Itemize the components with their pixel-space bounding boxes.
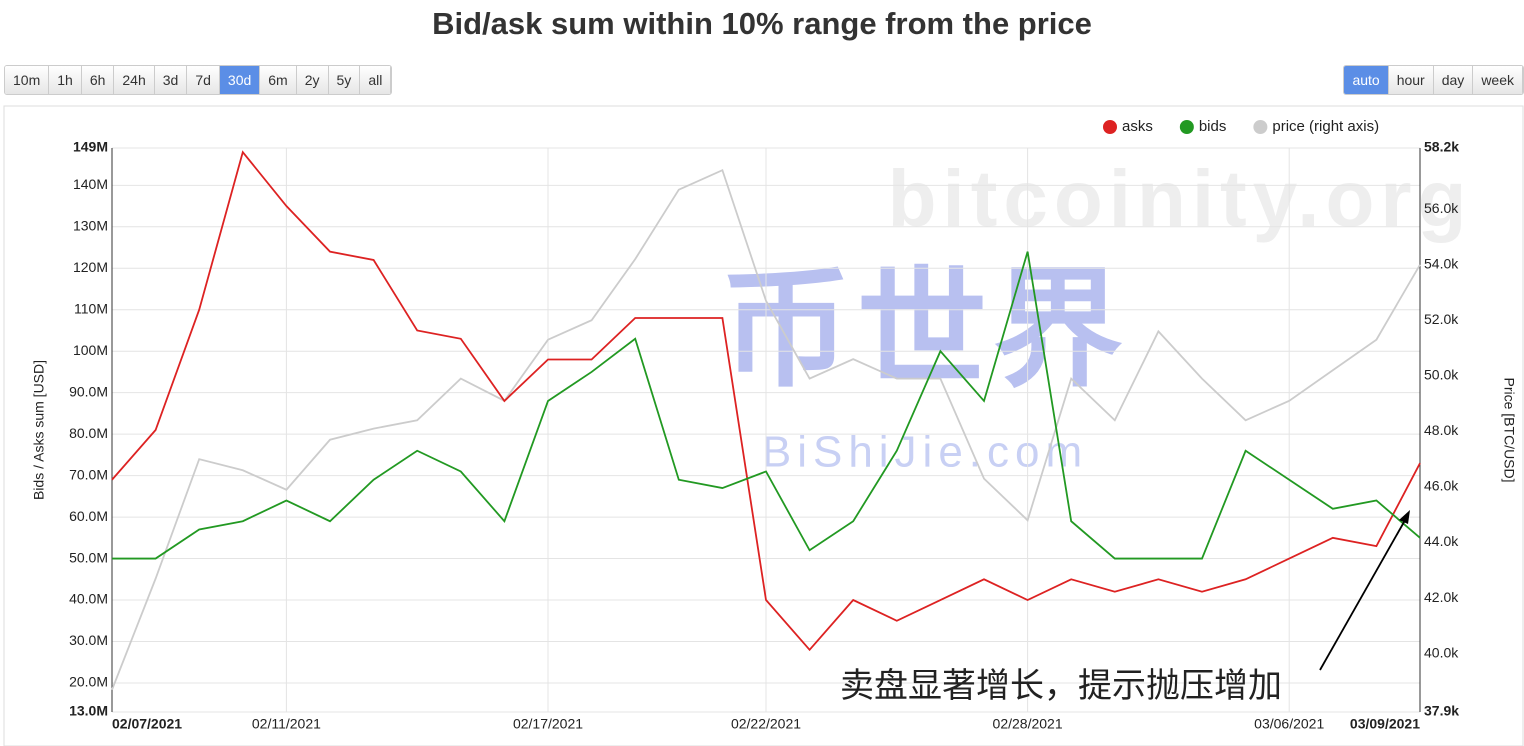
button[interactable]: 30d — [219, 66, 261, 94]
y2-tick-label: 56.0k — [1424, 200, 1459, 216]
y-tick-label: 100M — [73, 342, 108, 358]
x-tick-label: 02/22/2021 — [731, 716, 801, 732]
x-tick-label: 02/17/2021 — [513, 716, 583, 732]
legend-marker — [1253, 120, 1268, 134]
interval-buttons: auto hour day week — [1343, 65, 1524, 95]
y-tick-label: 70.0M — [69, 466, 108, 482]
button[interactable]: auto — [1344, 66, 1389, 94]
legend-label: asks — [1122, 118, 1153, 135]
y-tick-label: 120M — [73, 259, 108, 275]
button[interactable]: 2y — [296, 66, 329, 94]
x-tick-label: 03/09/2021 — [1350, 716, 1420, 732]
legend-label: price (right axis) — [1272, 118, 1379, 135]
button[interactable]: 24h — [114, 66, 155, 94]
y-tick-label: 40.0M — [69, 591, 108, 607]
x-tick-label: 02/28/2021 — [993, 716, 1063, 732]
y2-tick-label: 58.2k — [1424, 139, 1459, 155]
y2-tick-label: 52.0k — [1424, 311, 1459, 327]
button[interactable]: 1h — [49, 66, 82, 94]
button[interactable]: 5y — [328, 66, 361, 94]
x-tick-label: 02/11/2021 — [252, 716, 321, 732]
series-line — [112, 251, 1421, 560]
annotation-arrowhead — [1399, 510, 1410, 524]
button[interactable]: 3d — [154, 66, 188, 94]
y2-axis-label: Price [BTC/USD] — [1501, 377, 1517, 482]
y-tick-label: 90.0M — [69, 383, 108, 399]
series-line — [111, 169, 1421, 691]
y-tick-label: 149M — [73, 139, 108, 155]
x-tick-label: 03/06/2021 — [1254, 716, 1324, 732]
button[interactable]: 6h — [81, 66, 115, 94]
y2-tick-label: 42.0k — [1424, 589, 1459, 605]
button[interactable]: 7d — [187, 66, 220, 94]
annotation: 卖盘显著增长，提示抛压增加 — [840, 666, 1282, 706]
y2-tick-label: 44.0k — [1424, 533, 1459, 549]
button[interactable]: all — [360, 66, 392, 94]
chart-frame — [3, 105, 1524, 746]
x-tick-label: 02/07/2021 — [112, 716, 182, 732]
range-buttons: 10m 1h 6h 24h 3d 7d 30d 6m 2y 5y all — [4, 65, 393, 95]
watermark: bitcoinity.org — [888, 154, 1473, 243]
legend-marker — [1103, 120, 1117, 134]
y-tick-label: 80.0M — [69, 425, 108, 441]
y-axis-label: Bids / Asks sum [USD] — [31, 360, 47, 500]
y2-tick-label: 46.0k — [1424, 478, 1459, 494]
legend-marker — [1179, 120, 1194, 134]
y-tick-label: 13.0M — [69, 703, 108, 719]
y-tick-label: 50.0M — [69, 549, 108, 565]
series-line — [111, 150, 1421, 652]
chart-title: Bid/ask sum within 10% range from the pr… — [432, 6, 1092, 41]
y-tick-label: 20.0M — [69, 674, 108, 690]
y-tick-label: 30.0M — [69, 632, 108, 648]
y-tick-label: 140M — [73, 176, 108, 192]
y2-tick-label: 54.0k — [1424, 255, 1459, 271]
legend-label: bids — [1199, 118, 1227, 135]
y2-tick-label: 37.9k — [1424, 703, 1459, 719]
y-tick-label: 110M — [74, 300, 108, 316]
watermark: BiShiJie.com — [762, 428, 1088, 477]
button[interactable]: 6m — [260, 66, 297, 94]
y2-tick-label: 48.0k — [1424, 422, 1459, 438]
button[interactable]: hour — [1388, 66, 1434, 94]
y-tick-label: 60.0M — [69, 508, 108, 524]
y2-tick-label: 50.0k — [1424, 367, 1459, 383]
y2-tick-label: 40.0k — [1424, 644, 1459, 660]
button[interactable]: week — [1473, 66, 1523, 94]
button[interactable]: 10m — [5, 66, 50, 94]
button[interactable]: day — [1433, 66, 1474, 94]
y-tick-label: 130M — [73, 217, 108, 233]
annotation-arrow — [1319, 514, 1409, 671]
